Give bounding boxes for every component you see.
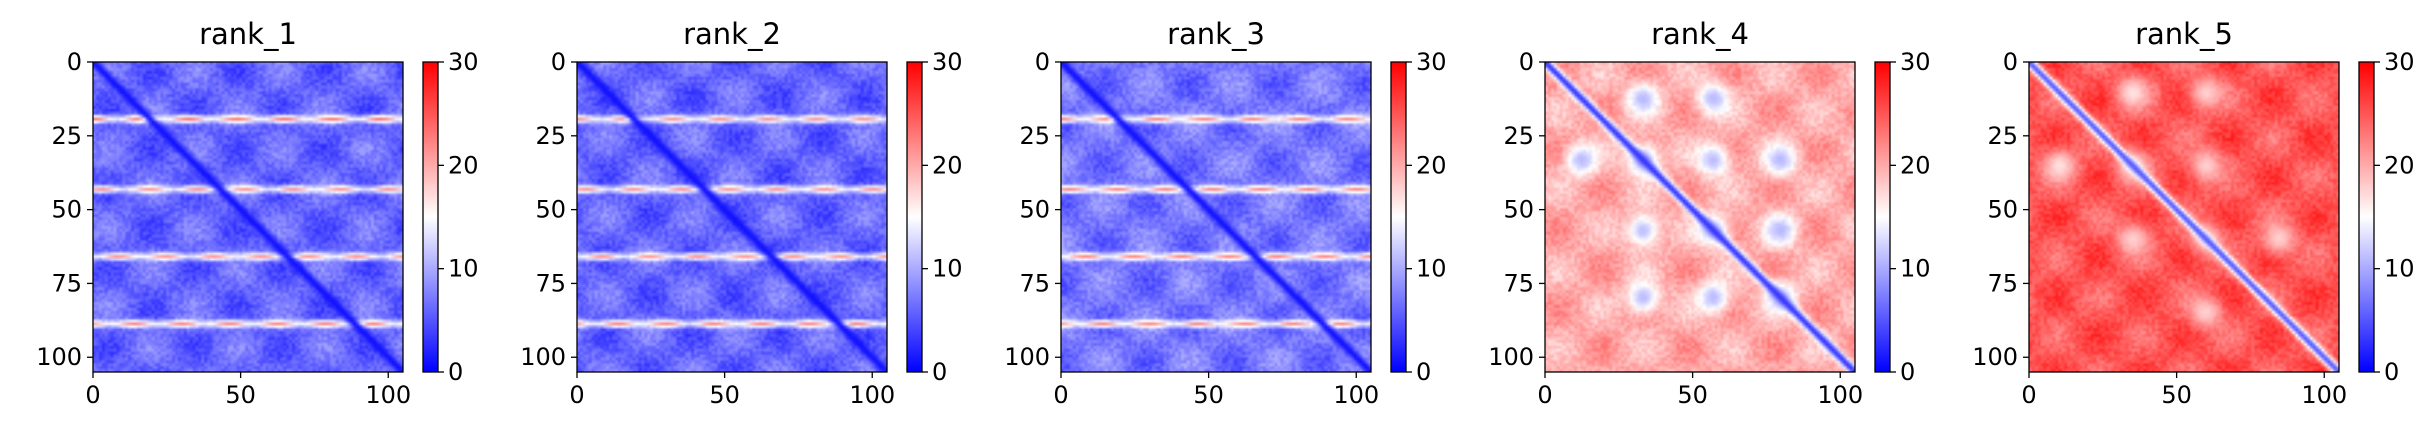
x-tick-label: 50 [709,381,740,409]
colorbar-tick-label: 20 [2384,151,2415,179]
y-tick-label: 25 [1019,122,1050,150]
colorbar-tick-label: 20 [1416,151,1447,179]
plot-frame [1060,61,1372,373]
x-tick-label: 100 [1817,381,1863,409]
y-tick-label: 100 [36,343,82,371]
heatmap-image [577,62,887,372]
y-tick-label: 50 [51,196,82,224]
plot-frame [2028,61,2340,373]
heatmap-image [2029,62,2339,372]
colorbar-tick-label: 10 [1900,255,1931,283]
y-tick-label: 75 [535,269,566,297]
y-tick-label: 75 [51,269,82,297]
panel-title: rank_4 [1651,17,1749,51]
y-tick-label: 75 [1503,269,1534,297]
heatmap-image [1061,62,1371,372]
colorbar-tick-label: 10 [2384,255,2415,283]
colorbar [1874,61,1891,373]
panel-title: rank_5 [2135,17,2233,51]
y-tick-label: 100 [1488,343,1534,371]
y-tick-label: 25 [1987,122,2018,150]
y-tick-label: 0 [1035,48,1050,76]
panel-title: rank_2 [683,17,781,51]
y-tick-label: 100 [1004,343,1050,371]
y-tick-label: 75 [1019,269,1050,297]
y-tick-label: 100 [520,343,566,371]
colorbar-tick-label: 20 [1900,151,1931,179]
y-tick-label: 50 [535,196,566,224]
x-tick-label: 0 [1537,381,1552,409]
colorbar-tick-label: 30 [1900,48,1931,76]
y-tick-label: 50 [1987,196,2018,224]
x-tick-label: 0 [1053,381,1068,409]
y-tick-label: 0 [551,48,566,76]
plot-frame [92,61,404,373]
plot-frame [1544,61,1856,373]
y-tick-label: 25 [1503,122,1534,150]
colorbar-tick-label: 0 [1900,358,1915,386]
colorbar-tick-label: 20 [448,151,479,179]
colorbar [2358,61,2375,373]
panel-title: rank_1 [199,17,297,51]
x-tick-label: 0 [2021,381,2036,409]
y-tick-label: 0 [2003,48,2018,76]
y-tick-label: 0 [1519,48,1534,76]
colorbar-tick-label: 30 [448,48,479,76]
y-tick-label: 50 [1019,196,1050,224]
colorbar-tick-label: 10 [1416,255,1447,283]
x-tick-label: 0 [85,381,100,409]
colorbar [422,61,439,373]
x-tick-label: 50 [2161,381,2192,409]
y-tick-label: 100 [1972,343,2018,371]
colorbar-tick-label: 20 [932,151,963,179]
heatmap-image [93,62,403,372]
colorbar-tick-label: 30 [932,48,963,76]
colorbar [1390,61,1407,373]
colorbar-tick-label: 0 [2384,358,2399,386]
x-tick-label: 100 [365,381,411,409]
colorbar-tick-label: 0 [448,358,463,386]
x-tick-label: 0 [569,381,584,409]
colorbar-tick-label: 30 [1416,48,1447,76]
colorbar [906,61,923,373]
x-tick-label: 100 [849,381,895,409]
colorbar-tick-label: 30 [2384,48,2415,76]
x-tick-label: 50 [1677,381,1708,409]
x-tick-label: 100 [2301,381,2347,409]
y-tick-label: 0 [67,48,82,76]
y-tick-label: 50 [1503,196,1534,224]
y-tick-label: 25 [535,122,566,150]
x-tick-label: 100 [1333,381,1379,409]
panel-title: rank_3 [1167,17,1265,51]
colorbar-tick-label: 10 [932,255,963,283]
y-tick-label: 75 [1987,269,2018,297]
y-tick-label: 25 [51,122,82,150]
heatmap-image [1545,62,1855,372]
colorbar-tick-label: 0 [1416,358,1431,386]
x-tick-label: 50 [225,381,256,409]
colorbar-tick-label: 0 [932,358,947,386]
plot-frame [576,61,888,373]
colorbar-tick-label: 10 [448,255,479,283]
x-tick-label: 50 [1193,381,1224,409]
